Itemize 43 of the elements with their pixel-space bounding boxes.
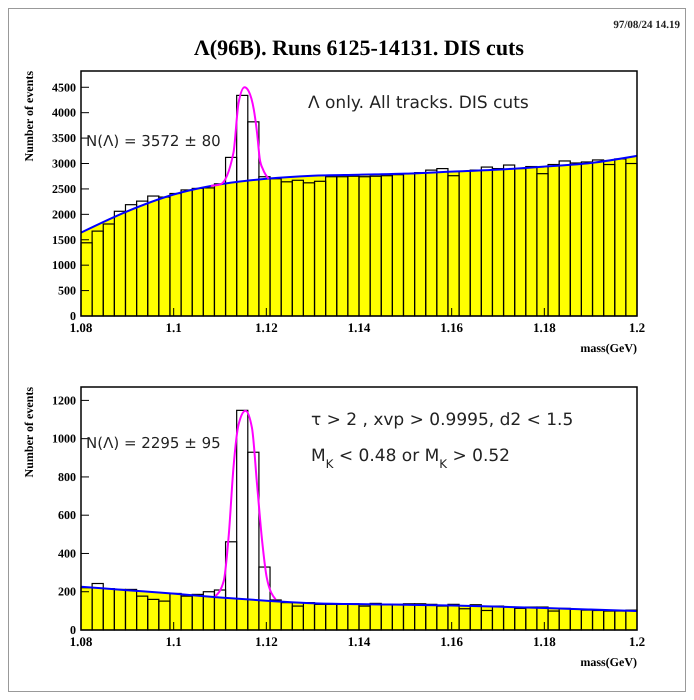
x-tick-label: 1.08 <box>70 320 93 335</box>
y-tick-label: 3000 <box>52 156 76 171</box>
y-tick-label: 1000 <box>52 258 76 272</box>
x-tick-label: 1.14 <box>348 634 371 649</box>
x-tick-label: 1.08 <box>70 634 93 649</box>
x-axis-title: mass(GeV) <box>580 341 637 355</box>
y-tick-label: 600 <box>58 508 76 522</box>
annotation: N(Λ) = 3572 ± 80 <box>86 132 221 150</box>
y-tick-label: 4000 <box>52 106 76 120</box>
y-tick-label: 2000 <box>52 207 76 222</box>
chart-title: Λ(96B). Runs 6125-14131. DIS cuts <box>194 35 524 60</box>
y-tick-label: 800 <box>58 470 76 484</box>
y-tick-label: 1200 <box>52 393 76 408</box>
x-tick-label: 1.12 <box>254 634 278 649</box>
x-tick-label: 1.18 <box>532 320 556 335</box>
x-tick-label: 1.2 <box>628 634 646 649</box>
x-tick-label: 1.18 <box>532 634 556 649</box>
annotation: N(Λ) = 2295 ± 95 <box>86 434 221 452</box>
y-tick-label: 500 <box>58 284 76 298</box>
x-tick-label: 1.1 <box>166 320 182 335</box>
annotation: Λ only. All tracks. DIS cuts <box>308 93 529 113</box>
y-tick-label: 3500 <box>52 131 76 146</box>
x-axis-title: mass(GeV) <box>580 655 637 669</box>
x-tick-label: 1.2 <box>628 320 646 335</box>
y-tick-label: 200 <box>58 584 76 599</box>
x-tick-label: 1.1 <box>166 634 182 649</box>
x-tick-label: 1.16 <box>440 320 464 335</box>
line-series <box>80 154 638 234</box>
x-tick-label: 1.16 <box>440 634 464 649</box>
y-tick-label: 400 <box>58 546 76 560</box>
text: 97/08/24 14.19 <box>613 19 680 31</box>
y-tick-label: 0 <box>70 309 76 323</box>
annotation: τ > 2 , xvp > 0.9995, d2 < 1.5 <box>311 410 574 430</box>
y-tick-label: 2500 <box>52 182 76 196</box>
y-tick-label: 1500 <box>52 232 76 247</box>
x-tick-label: 1.12 <box>254 320 278 335</box>
y-axis-title: Number of events <box>22 386 36 478</box>
y-tick-label: 0 <box>70 623 76 637</box>
x-tick-label: 1.14 <box>348 320 371 335</box>
y-tick-label: 4500 <box>52 80 76 94</box>
annotation: M$_{K}$ < 0.48 or M$_{K}$ > 0.52 <box>311 446 510 471</box>
y-axis-title: Number of events <box>22 70 36 162</box>
y-tick-label: 1000 <box>52 432 76 446</box>
